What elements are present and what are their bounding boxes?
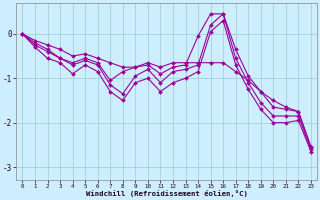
X-axis label: Windchill (Refroidissement éolien,°C): Windchill (Refroidissement éolien,°C) — [86, 190, 248, 197]
